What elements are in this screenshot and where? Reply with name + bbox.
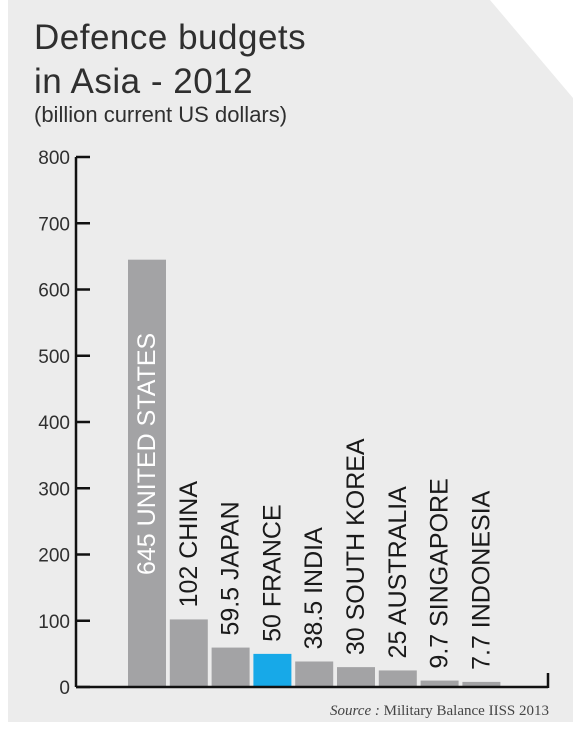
chart-title-line-1: Defence budgets [34, 18, 307, 57]
bar-labels: 645 UNITED STATES 102 CHINA 59.5 JAPAN 50 F… [133, 333, 495, 670]
bar-united-states [128, 259, 166, 687]
bar-china [169, 619, 208, 687]
bar-singapore [420, 680, 459, 687]
bar-label-china: 102 CHINA [175, 481, 203, 608]
bar-australia [378, 670, 417, 687]
y-tick-label: 500 [38, 347, 70, 368]
chart-title-line-2: in Asia - 2012 [34, 62, 254, 101]
bar-label-united-states: 645 UNITED STATES [133, 333, 161, 575]
y-tick-label: 600 [38, 281, 70, 302]
y-tick-label: 800 [38, 148, 70, 169]
y-tick-label: 400 [38, 413, 70, 434]
source-label: Source : [330, 703, 380, 719]
y-tick-label: 100 [38, 612, 70, 633]
bar-label-india: 38.5 INDIA [300, 527, 328, 650]
bar-label-indonesia: 7.7 INDONESIA [467, 490, 495, 670]
bar-india [295, 661, 334, 687]
bar-indonesia [462, 681, 501, 687]
bar-japan [211, 647, 250, 687]
bar-france [253, 653, 292, 687]
x-axis [76, 673, 550, 689]
y-tick-label: 700 [38, 214, 70, 235]
chart-subtitle: (billion current US dollars) [34, 102, 288, 127]
bar-label-australia: 25 AUSTRALIA [384, 486, 412, 659]
bar-label-south-korea: 30 SOUTH KOREA [342, 438, 370, 655]
bars [128, 259, 501, 687]
bar-south-korea [337, 667, 375, 687]
y-tick-label: 300 [38, 479, 70, 500]
y-tick-label: 200 [38, 546, 70, 567]
source-text: Military Balance IISS 2013 [383, 703, 549, 719]
bar-label-japan: 59.5 JAPAN [217, 501, 245, 635]
y-tick-label: 0 [59, 678, 70, 699]
source-credit: Source : Military Balance IISS 2013 [330, 703, 549, 720]
bar-label-singapore: 9.7 SINGAPORE [426, 478, 454, 668]
y-axis: 0 100 200 300 400 500 600 700 800 [38, 148, 90, 699]
bar-label-france: 50 FRANCE [258, 504, 286, 642]
